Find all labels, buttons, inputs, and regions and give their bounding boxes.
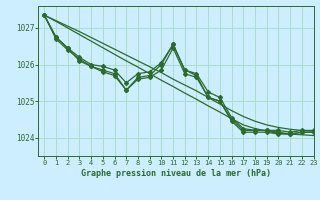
X-axis label: Graphe pression niveau de la mer (hPa): Graphe pression niveau de la mer (hPa) — [81, 169, 271, 178]
